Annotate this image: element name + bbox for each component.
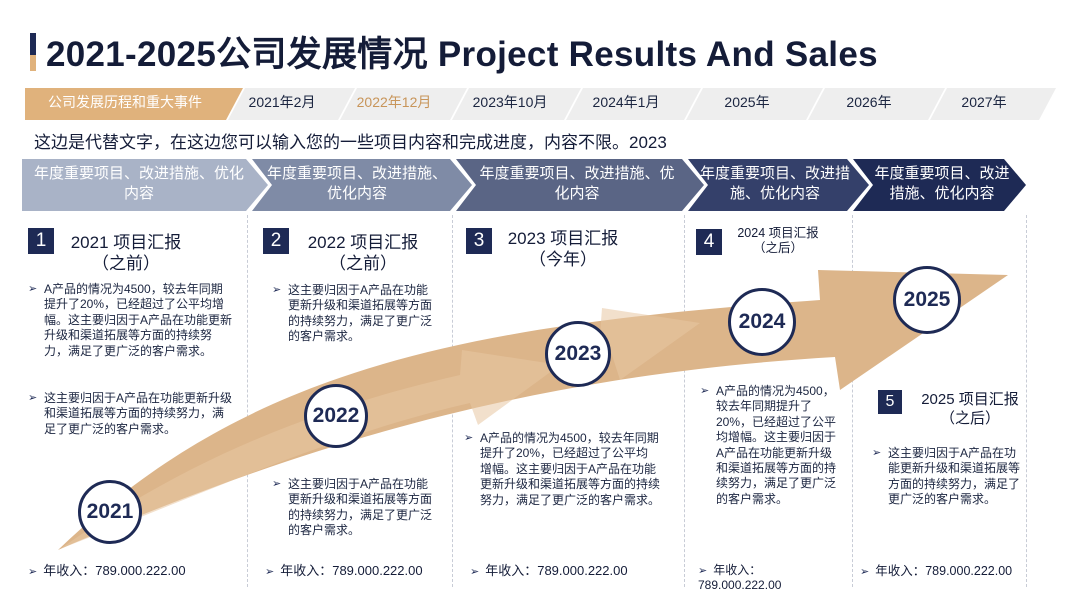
bullet-arrow-icon: ➢	[464, 432, 474, 444]
chevron-4	[688, 159, 869, 211]
page-title: 2021-2025公司发展情况 Project Results And Sale…	[46, 35, 878, 74]
chevron-headers	[22, 159, 1026, 211]
tab-label-2022[interactable]: 2022年12月	[356, 94, 432, 110]
chevron-text-3: 年度重要项目、改进措施、优化内容	[479, 165, 675, 202]
chevron-3	[456, 159, 704, 211]
bullet-arrow-icon: ➢	[28, 566, 38, 578]
timeline-tab-2026[interactable]	[808, 88, 945, 120]
year-circle-2023: 2023	[545, 321, 611, 387]
tab-label-2025[interactable]: 2025年	[724, 94, 770, 110]
chevron-text-1: 年度重要项目、改进措施、优化内容	[33, 165, 244, 202]
title-accent-bar	[30, 33, 36, 69]
item-number-1: 1	[28, 228, 54, 254]
timeline-tab-2025[interactable]	[686, 88, 823, 120]
bullet-arrow-icon: ➢	[28, 283, 38, 295]
year-circle-2022: 2022	[304, 384, 368, 448]
income-line-5: ➢ 年收入：789.000.222.00	[860, 563, 1040, 580]
bullet-arrow-icon: ➢	[272, 478, 282, 490]
bullet-arrow-icon: ➢	[272, 284, 282, 296]
bullet-arrow-icon: ➢	[265, 566, 275, 578]
timeline-tab-2021[interactable]	[228, 88, 355, 120]
bullet-arrow-icon: ➢	[700, 385, 710, 397]
column-divider	[247, 215, 248, 587]
chevron-text-5: 年度重要项目、改进措施、优化内容	[874, 165, 1010, 202]
bullet-text: 这主要归因于A产品在功能更新升级和渠道拓展等方面的持续努力，满足了更广泛的客户需…	[888, 446, 1021, 507]
project-heading-sub: （之后）	[939, 410, 1000, 427]
income-text: 年收入：789.000.222.00	[280, 563, 423, 578]
project-heading-title: 2025 项目汇报	[921, 391, 1019, 408]
bullet-item: ➢ 这主要归因于A产品在功能更新升级和渠道拓展等方面的持续努力，满足了更广泛的客…	[272, 283, 432, 345]
income-line-1: ➢ 年收入：789.000.222.00	[28, 563, 186, 580]
timeline-tab-2027[interactable]	[930, 88, 1056, 120]
timeline-tab-2023[interactable]	[452, 88, 581, 120]
bullet-text: 这主要归因于A产品在功能更新升级和渠道拓展等方面的持续努力，满足了更广泛的客户需…	[44, 391, 233, 436]
tab-label-2021[interactable]: 2021年2月	[248, 94, 316, 110]
timeline-label-tab	[25, 88, 243, 120]
growth-arrow-segment	[600, 308, 700, 380]
project-heading-5: 2025 项目汇报 （之后）	[912, 390, 1028, 428]
bullet-text: A产品的情况为4500，较去年同期提升了20%，已经超过了公平均增幅。这主要归因…	[44, 282, 233, 358]
income-text: 年收入：789.000.222.00	[875, 564, 1013, 578]
bullet-arrow-icon: ➢	[28, 392, 38, 404]
bullet-arrow-icon: ➢	[698, 565, 708, 577]
item-number-2: 2	[263, 228, 289, 254]
tab-label-2026[interactable]: 2026年	[846, 94, 892, 110]
column-divider	[684, 215, 685, 587]
column-divider	[852, 215, 853, 587]
bullet-arrow-icon: ➢	[470, 566, 480, 578]
bullet-item: ➢ A产品的情况为4500，较去年同期提升了20%，已经超过了公平均增幅。这主要…	[28, 282, 234, 359]
project-heading-1: 2021 项目汇报 （之前）	[62, 232, 190, 274]
year-circle-2024: 2024	[728, 288, 796, 356]
income-text: 年收入：789.000.222.00	[43, 563, 186, 578]
title-accent-bar-highlight	[30, 55, 36, 71]
intro-text: 这边是代替文字，在这边您可以输入您的一些项目内容和完成进度，内容不限。2023	[34, 133, 667, 152]
tab-label-2023[interactable]: 2023年10月	[472, 94, 548, 110]
year-circle-2021: 2021	[78, 480, 142, 544]
timeline-tabs	[25, 88, 1056, 120]
bullet-text: A产品的情况为4500，较去年同期提升了20%，已经超过了公平均增幅。这主要归因…	[480, 431, 661, 507]
timeline-tab-2022[interactable]	[340, 88, 467, 120]
tab-label-2024[interactable]: 2024年1月	[592, 94, 660, 110]
bullet-item: ➢ A产品的情况为4500，较去年同期提升了20%，已经超过了公平均增幅。这主要…	[700, 384, 842, 507]
chevron-1	[22, 159, 268, 211]
project-heading-title: 2021 项目汇报	[70, 233, 182, 252]
bullet-item: ➢ A产品的情况为4500，较去年同期提升了20%，已经超过了公平均增幅。这主要…	[464, 431, 660, 508]
bullet-arrow-icon: ➢	[872, 447, 882, 459]
item-number-4: 4	[696, 229, 722, 255]
chevron-5	[853, 159, 1026, 211]
tab-label-2027[interactable]: 2027年	[961, 94, 1007, 110]
timeline-label: 公司发展历程和重大事件	[48, 94, 202, 110]
bullet-arrow-icon: ➢	[860, 566, 870, 578]
project-heading-title: 2024 项目汇报	[737, 226, 819, 240]
project-heading-sub: （之后）	[752, 241, 803, 255]
project-heading-3: 2023 项目汇报 （今年）	[498, 228, 628, 270]
project-heading-sub: （之前）	[92, 254, 160, 273]
project-heading-title: 2023 项目汇报	[507, 229, 619, 248]
bullet-text: 这主要归因于A产品在功能更新升级和渠道拓展等方面的持续努力，满足了更广泛的客户需…	[288, 477, 433, 538]
income-text: 年收入：789.000.222.00	[698, 563, 782, 592]
item-number-3: 3	[466, 228, 492, 254]
growth-arrow-segment	[60, 350, 560, 549]
project-heading-title: 2022 项目汇报	[307, 233, 419, 252]
income-text: 年收入：789.000.222.00	[485, 563, 628, 578]
bullet-item: ➢ 这主要归因于A产品在功能更新升级和渠道拓展等方面的持续努力，满足了更广泛的客…	[272, 477, 438, 539]
income-line-3: ➢ 年收入：789.000.222.00	[470, 563, 628, 580]
project-heading-sub: （之前）	[329, 254, 397, 273]
item-number-5: 5	[878, 390, 902, 414]
project-heading-sub: （今年）	[529, 250, 597, 269]
column-divider	[1026, 215, 1027, 587]
income-line-4: ➢ 年收入：789.000.222.00	[698, 563, 838, 592]
income-line-2: ➢ 年收入：789.000.222.00	[265, 563, 423, 580]
bullet-item: ➢ 这主要归因于A产品在功能更新升级和渠道拓展等方面的持续努力，满足了更广泛的客…	[28, 391, 234, 437]
chevron-text-2: 年度重要项目、改进措施、优化内容	[266, 165, 447, 202]
year-circle-2025: 2025	[893, 266, 961, 334]
bullet-item: ➢ 这主要归因于A产品在功能更新升级和渠道拓展等方面的持续努力，满足了更广泛的客…	[872, 446, 1020, 508]
chevron-2	[252, 159, 472, 211]
timeline-tab-2024[interactable]	[566, 88, 701, 120]
chevron-text-4: 年度重要项目、改进措施、优化内容	[700, 165, 851, 202]
project-heading-2: 2022 项目汇报 （之前）	[296, 232, 430, 274]
bullet-text: 这主要归因于A产品在功能更新升级和渠道拓展等方面的持续努力，满足了更广泛的客户需…	[288, 283, 433, 344]
project-heading-4: 2024 项目汇报 （之后）	[728, 226, 828, 256]
bullet-text: A产品的情况为4500，较去年同期提升了20%，已经超过了公平均增幅。这主要归因…	[716, 384, 837, 506]
